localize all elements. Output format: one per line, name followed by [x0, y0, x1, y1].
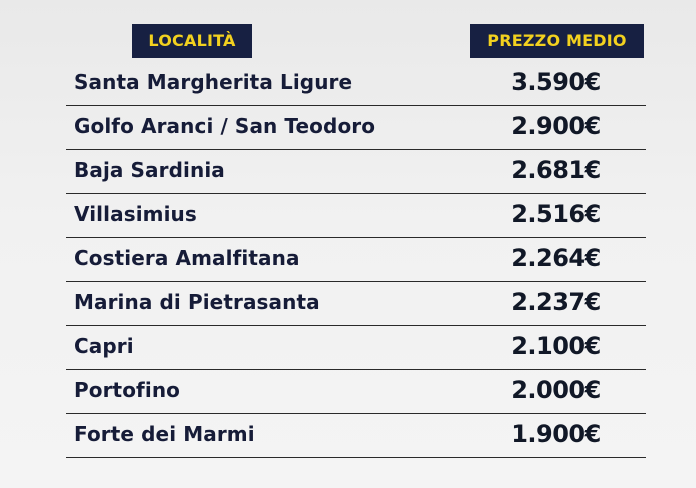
- table-row: Capri 2.100€: [66, 326, 646, 370]
- table-row: Portofino 2.000€: [66, 370, 646, 414]
- location-cell: Portofino: [74, 378, 180, 402]
- price-cell: 2.264€: [511, 244, 601, 272]
- price-cell: 2.237€: [511, 288, 601, 316]
- table-header: LOCALITÀ PREZZO MEDIO: [66, 24, 646, 62]
- price-cell: 3.590€: [511, 68, 601, 96]
- price-cell: 2.516€: [511, 200, 601, 228]
- location-cell: Baja Sardinia: [74, 158, 225, 182]
- price-cell: 2.681€: [511, 156, 601, 184]
- table-body: Santa Margherita Ligure 3.590€ Golfo Ara…: [66, 62, 646, 458]
- table-row: Costiera Amalfitana 2.264€: [66, 238, 646, 282]
- table-row: Golfo Aranci / San Teodoro 2.900€: [66, 106, 646, 150]
- table-row: Santa Margherita Ligure 3.590€: [66, 62, 646, 106]
- location-cell: Forte dei Marmi: [74, 422, 255, 446]
- column-header-location: LOCALITÀ: [132, 24, 252, 58]
- price-cell: 1.900€: [511, 420, 601, 448]
- location-cell: Marina di Pietrasanta: [74, 290, 320, 314]
- price-cell: 2.000€: [511, 376, 601, 404]
- location-cell: Villasimius: [74, 202, 197, 226]
- column-header-price: PREZZO MEDIO: [470, 24, 644, 58]
- table-row: Forte dei Marmi 1.900€: [66, 414, 646, 458]
- location-cell: Capri: [74, 334, 134, 358]
- price-cell: 2.100€: [511, 332, 601, 360]
- location-cell: Golfo Aranci / San Teodoro: [74, 114, 376, 138]
- table-row: Villasimius 2.516€: [66, 194, 646, 238]
- location-cell: Costiera Amalfitana: [74, 246, 300, 270]
- table-row: Baja Sardinia 2.681€: [66, 150, 646, 194]
- location-cell: Santa Margherita Ligure: [74, 70, 353, 94]
- price-cell: 2.900€: [511, 112, 601, 140]
- table-row: Marina di Pietrasanta 2.237€: [66, 282, 646, 326]
- price-table: LOCALITÀ PREZZO MEDIO Santa Margherita L…: [66, 24, 646, 458]
